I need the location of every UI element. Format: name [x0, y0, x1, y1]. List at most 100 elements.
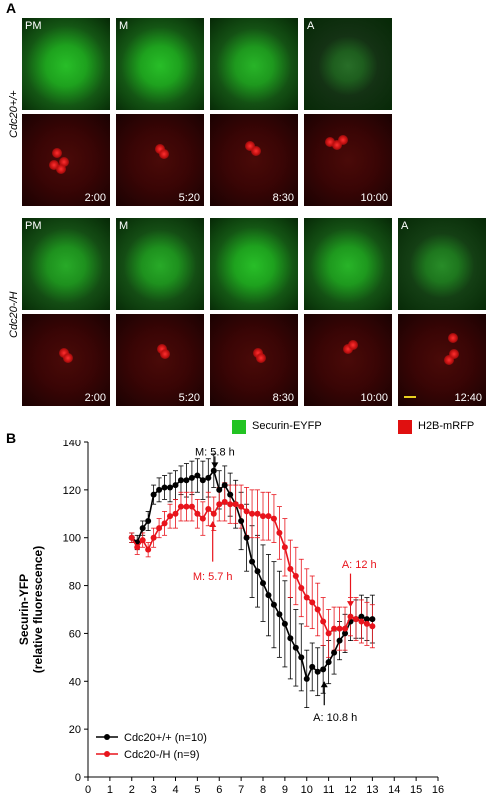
data-point [194, 472, 201, 479]
data-point [145, 546, 152, 553]
time-label: 8:30 [272, 392, 294, 404]
legend-label: Securin-EYFP [252, 420, 322, 432]
y-tick-label: 0 [75, 772, 81, 784]
data-point [232, 501, 239, 508]
chromosome-spot [59, 347, 70, 358]
data-point [265, 513, 272, 520]
data-point [292, 573, 299, 579]
data-point [172, 482, 179, 489]
data-point [276, 611, 283, 618]
data-point [177, 477, 184, 484]
chromosome-spot [156, 343, 167, 354]
data-point [270, 601, 277, 608]
data-point [298, 654, 305, 661]
chromosome-spot [444, 355, 455, 365]
legend-marker [104, 751, 110, 757]
chromosome-spot [245, 141, 256, 152]
chromosome-spot [158, 149, 169, 160]
x-tick-label: 2 [129, 784, 135, 796]
x-tick-label: 10 [301, 784, 313, 796]
stage-label: PM [25, 20, 42, 32]
green-image: M [116, 218, 204, 310]
data-point [156, 525, 163, 532]
data-point [216, 501, 223, 508]
time-label: 2:00 [84, 392, 106, 404]
data-point [210, 510, 217, 517]
data-point [161, 520, 168, 527]
chromosome-spot [62, 353, 73, 364]
data-point [260, 580, 266, 587]
red-image: 2:00 [22, 114, 110, 206]
data-point [342, 630, 349, 637]
legend-label: H2B-mRFP [418, 420, 475, 432]
chromosome-spot [48, 159, 59, 170]
green-image [210, 18, 298, 110]
data-point [238, 517, 245, 524]
x-tick-label: 1 [107, 784, 113, 796]
red-image: 5:20 [116, 314, 204, 406]
data-point [309, 599, 316, 606]
red-image: 10:00 [304, 314, 392, 406]
data-point [325, 630, 332, 637]
data-point [320, 666, 327, 673]
data-point [254, 510, 261, 517]
legend-marker [104, 734, 110, 740]
x-tick-label: 4 [172, 784, 178, 796]
data-point [292, 644, 299, 651]
data-point [156, 486, 163, 493]
x-tick-label: 15 [410, 784, 422, 796]
x-tick-label: 8 [260, 784, 266, 796]
data-point [309, 663, 316, 670]
time-label: 8:30 [272, 192, 294, 204]
x-tick-label: 3 [151, 784, 157, 796]
data-point [221, 482, 228, 489]
data-point [287, 565, 294, 572]
y-tick-label: 140 [63, 440, 81, 449]
stage-label: A [401, 220, 409, 232]
data-point [238, 503, 245, 510]
green-image: PM [22, 18, 110, 110]
panel-label: A [6, 0, 17, 16]
time-label: 2:00 [84, 192, 106, 204]
y-tick-label: 60 [69, 628, 81, 640]
chromosome-spot [250, 145, 261, 156]
data-point [210, 467, 217, 474]
y-tick-label: 80 [69, 581, 81, 593]
data-point [188, 474, 195, 481]
chromosome-spot [449, 349, 460, 360]
data-point [358, 613, 365, 620]
legend-label: Cdc20-/H (n=9) [124, 749, 200, 761]
genotype-label: Cdc20+/+ [8, 90, 20, 138]
time-label: 5:20 [178, 392, 200, 404]
data-point [281, 620, 288, 627]
stage-label: A [307, 20, 315, 32]
data-point [205, 506, 212, 512]
data-point [249, 510, 256, 517]
data-point [167, 513, 174, 520]
data-point [249, 558, 256, 565]
x-tick-label: 12 [344, 784, 356, 796]
x-tick-label: 6 [216, 784, 222, 796]
chromosome-spot [155, 143, 165, 154]
panel-label: B [6, 430, 17, 446]
stage-label: M [119, 220, 129, 232]
data-point [363, 616, 370, 623]
data-point [199, 515, 206, 522]
x-tick-label: 0 [85, 784, 91, 796]
data-point [188, 503, 195, 510]
arrow-head [209, 520, 217, 527]
legend-swatch [232, 420, 246, 434]
chromosome-spot [252, 347, 263, 358]
chromosome-spot [337, 134, 348, 145]
y-tick-label: 20 [69, 724, 81, 736]
y-axis-label: (relative fluorescence) [31, 546, 45, 673]
red-image: 8:30 [210, 314, 298, 406]
chromosome-spot [447, 332, 458, 343]
legend-label: Cdc20+/+ (n=10) [124, 732, 207, 744]
time-label: 12:40 [454, 392, 482, 404]
data-point [320, 618, 327, 625]
data-point [358, 618, 365, 625]
data-point [287, 635, 294, 642]
data-point [336, 637, 343, 644]
